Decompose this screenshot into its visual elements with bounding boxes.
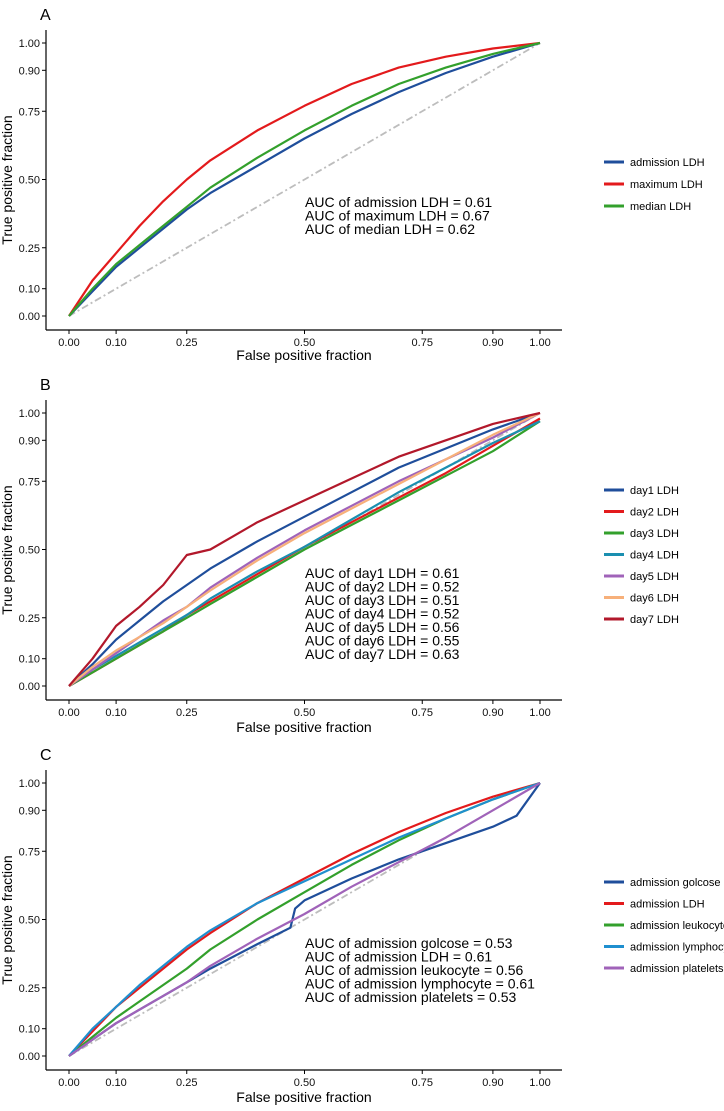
legend-label: admission leukocyte <box>630 920 724 932</box>
x-tick-label: 0.10 <box>105 337 126 349</box>
panel-letter: A <box>40 7 51 24</box>
y-axis-title: True positive fraction <box>0 855 15 984</box>
y-tick-label: 0.10 <box>19 654 40 666</box>
x-tick-label: 0.90 <box>482 707 503 719</box>
y-tick-label: 1.00 <box>19 778 40 790</box>
panel-letter: C <box>40 747 52 764</box>
y-tick-label: 0.10 <box>19 284 40 296</box>
roc-curve-day1-ldh <box>68 411 541 687</box>
legend-label: maximum LDH <box>630 179 703 191</box>
auc-annotation: AUC of admission lymphocyte = 0.61 <box>305 976 535 992</box>
reference-diagonal <box>68 42 541 317</box>
x-axis-title: False positive fraction <box>236 719 371 735</box>
y-tick-label: 0.25 <box>19 983 40 995</box>
legend-label: day4 LDH <box>630 550 679 562</box>
x-tick-label: 0.75 <box>412 1077 433 1089</box>
panel-a: A 0.00 0.10 0.25 0.50 0.75 0.90 1.00 0.00 0.10 0.2… <box>0 7 705 363</box>
legend-label: day7 LDH <box>630 614 679 626</box>
roc-curve-day4-ldh <box>68 420 541 687</box>
legend-label: admission lymphocyte <box>630 942 724 954</box>
y-tick-label: 0.75 <box>19 846 40 858</box>
legend-label: admission golcose <box>630 877 721 889</box>
x-tick-label: 0.75 <box>412 707 433 719</box>
y-tick-label: 0.50 <box>19 915 40 927</box>
roc-curve-admission-ldh <box>68 41 541 317</box>
y-tick-label: 1.00 <box>19 38 40 50</box>
auc-annotation: AUC of admission LDH = 0.61 <box>305 949 492 965</box>
y-tick-label: 0.75 <box>19 476 40 488</box>
y-axis-title: True positive fraction <box>0 115 15 244</box>
x-tick-label: 0.25 <box>176 337 197 349</box>
y-tick-label: 0.90 <box>19 805 40 817</box>
x-tick-label: 1.00 <box>529 337 550 349</box>
legend-label: day5 LDH <box>630 571 679 583</box>
x-tick-label: 0.50 <box>294 1077 315 1089</box>
x-tick-label: 0.10 <box>105 707 126 719</box>
legend-label: day2 LDH <box>630 507 679 519</box>
legend-label: day6 LDH <box>630 593 679 605</box>
legend-label: day3 LDH <box>630 528 679 540</box>
auc-annotation: AUC of day6 LDH = 0.55 <box>305 633 460 649</box>
auc-annotation: AUC of admission platelets = 0.53 <box>305 989 516 1005</box>
auc-annotation: AUC of day7 LDH = 0.63 <box>305 646 460 662</box>
auc-annotation: AUC of day5 LDH = 0.56 <box>305 619 460 635</box>
x-tick-label: 0.50 <box>294 707 315 719</box>
roc-curve-day3-ldh <box>68 420 541 687</box>
auc-annotation: AUC of day2 LDH = 0.52 <box>305 579 460 595</box>
legend-label: day1 LDH <box>630 485 679 497</box>
panel-b: B 0.00 0.10 0.25 0.50 0.75 0.90 1.00 0.00 0.10 0.2… <box>0 377 679 735</box>
y-tick-label: 1.00 <box>19 408 40 420</box>
auc-annotation: AUC of day4 LDH = 0.52 <box>305 606 460 622</box>
y-tick-label: 0.50 <box>19 545 40 557</box>
panel-c: C 0.00 0.10 0.25 0.50 0.75 0.90 1.00 0.00 0.10 0.2… <box>0 747 724 1105</box>
legend-label: admission platelets <box>630 963 724 975</box>
x-tick-label: 0.00 <box>58 337 79 349</box>
auc-annotation: AUC of admission LDH = 0.61 <box>305 194 492 210</box>
x-tick-label: 0.75 <box>412 337 433 349</box>
panel-letter: B <box>40 377 51 394</box>
y-tick-label: 0.90 <box>19 435 40 447</box>
y-axis-title: True positive fraction <box>0 485 15 614</box>
roc-curve-maximum-ldh <box>68 41 541 317</box>
x-tick-label: 0.00 <box>58 1077 79 1089</box>
auc-annotation: AUC of admission golcose = 0.53 <box>305 935 513 951</box>
y-tick-label: 0.00 <box>19 1051 40 1063</box>
x-tick-label: 0.25 <box>176 1077 197 1089</box>
roc-curve-admission-platelets <box>68 782 541 1057</box>
y-tick-label: 0.00 <box>19 681 40 693</box>
auc-annotation: AUC of median LDH = 0.62 <box>305 221 475 237</box>
roc-curve-day6-ldh <box>68 412 541 687</box>
x-tick-label: 1.00 <box>529 1077 550 1089</box>
y-tick-label: 0.90 <box>19 65 40 77</box>
y-tick-label: 0.00 <box>19 311 40 323</box>
x-tick-label: 0.50 <box>294 337 315 349</box>
legend-label: admission LDH <box>630 899 705 911</box>
x-axis-title: False positive fraction <box>236 347 371 363</box>
y-tick-label: 0.25 <box>19 613 40 625</box>
x-tick-label: 0.00 <box>58 707 79 719</box>
x-tick-label: 1.00 <box>529 707 550 719</box>
roc-curve-day7-ldh <box>68 411 541 687</box>
y-tick-label: 0.50 <box>19 175 40 187</box>
auc-annotation: AUC of maximum LDH = 0.67 <box>305 208 490 224</box>
x-tick-label: 0.90 <box>482 337 503 349</box>
y-tick-label: 0.10 <box>19 1024 40 1036</box>
legend-label: admission LDH <box>630 157 705 169</box>
roc-curve-admission-lymphocyte <box>68 781 541 1057</box>
x-tick-label: 0.25 <box>176 707 197 719</box>
x-axis-title: False positive fraction <box>236 1089 371 1105</box>
auc-annotation: AUC of day1 LDH = 0.61 <box>305 565 460 581</box>
x-tick-label: 0.90 <box>482 1077 503 1089</box>
auc-annotation: AUC of day3 LDH = 0.51 <box>305 592 460 608</box>
y-tick-label: 0.75 <box>19 106 40 118</box>
y-tick-label: 0.25 <box>19 243 40 255</box>
roc-curve-median-ldh <box>68 41 541 317</box>
x-tick-label: 0.10 <box>105 1077 126 1089</box>
auc-annotation: AUC of admission leukocyte = 0.56 <box>305 962 523 978</box>
legend-label: median LDH <box>630 201 691 213</box>
